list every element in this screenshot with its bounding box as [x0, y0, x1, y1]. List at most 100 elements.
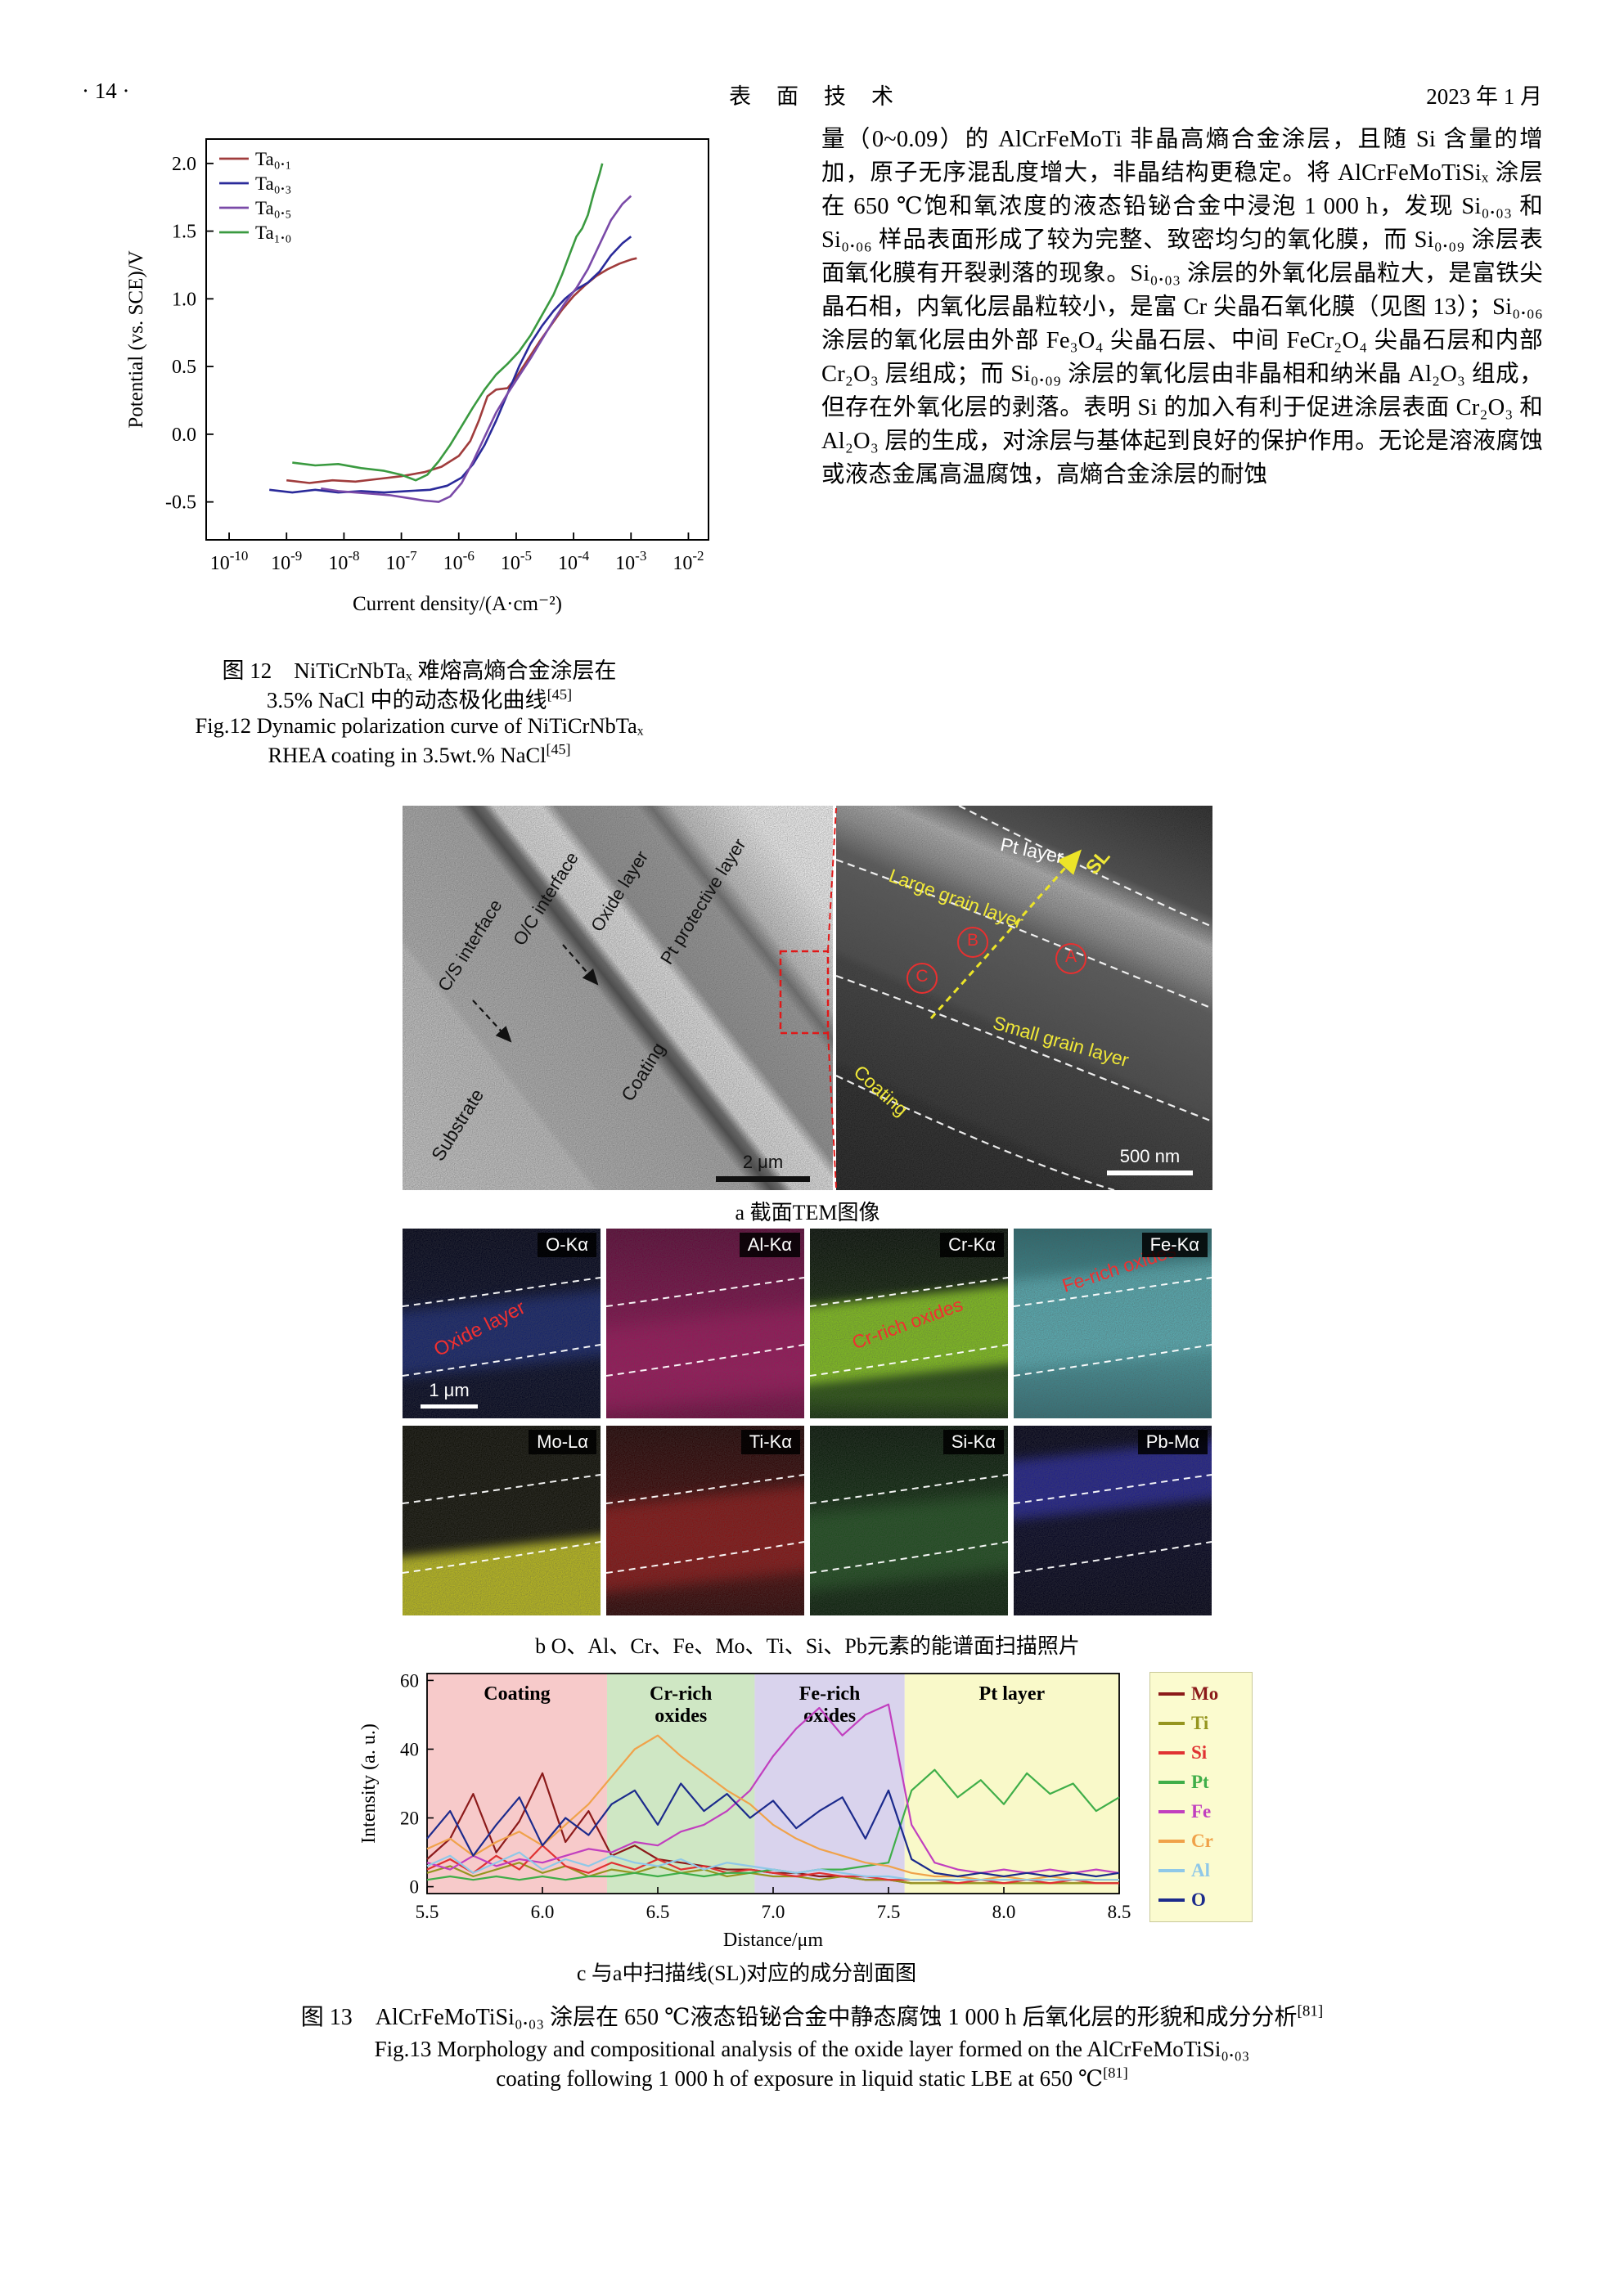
- label-coating: Coating: [617, 1038, 670, 1105]
- svg-text:-0.5: -0.5: [165, 492, 196, 514]
- fig13-caption-en-2: coating following 1 000 h of exposure in…: [496, 2065, 1128, 2091]
- eds-map-fe: Fe-rich oxides Fe-Kα: [1014, 1229, 1212, 1418]
- svg-text:10-4: 10-4: [558, 548, 590, 574]
- caption-panel-b: b O、Al、Cr、Fe、Mo、Ti、Si、Pb元素的能谱面扫描照片: [535, 1634, 1080, 1658]
- oxide-band: [606, 1305, 804, 1413]
- svg-text:Ta₀.₁: Ta₀.₁: [255, 149, 291, 169]
- noise-texture: [836, 806, 1212, 1190]
- oxide-band: [606, 1483, 804, 1594]
- tem-right-annotations: [836, 806, 1212, 1190]
- svg-text:0.5: 0.5: [172, 357, 196, 378]
- legend-item-O: O: [1158, 1889, 1244, 1912]
- svg-text:40: 40: [400, 1739, 419, 1759]
- svg-text:1.0: 1.0: [172, 289, 196, 310]
- caption-panel-c: c 与a中扫描线(SL)对应的成分剖面图: [576, 1961, 917, 1985]
- legend-item-Al: Al: [1158, 1859, 1244, 1882]
- fig13-panel-c: Coating Cr-rich oxides Fe-rich oxides Pt laye…: [352, 1660, 1253, 1951]
- label-large-grain-layer: Large grain layer: [886, 865, 1027, 933]
- svg-text:Potential (vs. SCE)/V: Potential (vs. SCE)/V: [125, 250, 147, 428]
- label-small-grain-layer: Small grain layer: [990, 1012, 1131, 1072]
- svg-text:10-9: 10-9: [271, 548, 302, 574]
- svg-text:6.0: 6.0: [531, 1902, 555, 1922]
- label-oc-interface: O/C interface: [509, 848, 583, 950]
- eds-label-o: O-Kα: [538, 1233, 596, 1257]
- svg-text:60: 60: [400, 1670, 419, 1691]
- oxide-band: [810, 1491, 1008, 1593]
- marker-a: A: [1055, 943, 1086, 974]
- svg-text:7.0: 7.0: [762, 1902, 785, 1922]
- body-paragraph: 量（0~0.09）的 AlCrFeMoTi 非晶高熵合金涂层，且随 Si 含量的…: [821, 127, 1543, 488]
- svg-text:10-8: 10-8: [328, 548, 359, 574]
- oxide-band: [403, 1287, 601, 1379]
- label-pt-layer: Pt layer: [998, 833, 1066, 868]
- svg-text:oxides: oxides: [655, 1705, 707, 1727]
- fig13-panel-a: Substrate Coating C/S interface O/C inte…: [403, 806, 1212, 1190]
- chart-legend: Mo Ti Si Pt Fe Cr Al O: [1149, 1672, 1253, 1922]
- svg-text:Pt layer: Pt layer: [979, 1683, 1046, 1705]
- eds-label-fe: Fe-Kα: [1141, 1233, 1208, 1257]
- eds-label-ti: Ti-Kα: [740, 1430, 800, 1454]
- eds-label-mo: Mo-Lα: [529, 1430, 596, 1454]
- svg-text:10-6: 10-6: [443, 548, 475, 574]
- svg-text:Distance/μm: Distance/μm: [723, 1930, 824, 1951]
- noise-texture: [403, 806, 833, 1190]
- fig12-caption-cn-2: 3.5% NaCl 中的动态极化曲线[45]: [266, 686, 573, 712]
- svg-text:Ta₀.₃: Ta₀.₃: [255, 173, 291, 194]
- fig12-caption-cn-1: 图 12 NiTiCrNbTaₓ 难熔高熵合金涂层在: [222, 658, 617, 683]
- svg-text:Ta₀.₅: Ta₀.₅: [255, 198, 291, 218]
- label-coating-zoom: Coating: [849, 1061, 912, 1121]
- eds-label-al: Al-Kα: [739, 1233, 800, 1257]
- eds-map-ti: Ti-Kα: [606, 1426, 804, 1615]
- svg-text:10-3: 10-3: [615, 548, 646, 574]
- svg-text:5.5: 5.5: [416, 1902, 439, 1922]
- scale-bar-1um: 1 μm: [421, 1380, 478, 1409]
- svg-text:6.5: 6.5: [646, 1902, 670, 1922]
- label-cs-interface: C/S interface: [434, 896, 506, 995]
- eds-label-cr: Cr-Kα: [940, 1233, 1004, 1257]
- noise-texture: [836, 806, 1212, 1190]
- scale-bar-500nm: 500 nm: [1107, 1146, 1193, 1175]
- svg-text:8.0: 8.0: [992, 1902, 1016, 1922]
- svg-text:10-2: 10-2: [673, 548, 704, 574]
- label-substrate: Substrate: [427, 1085, 488, 1165]
- header-date: 2023 年 1 月: [1426, 84, 1542, 109]
- legend-item-Mo: Mo: [1158, 1683, 1244, 1705]
- eds-map-mo: Mo-Lα: [403, 1426, 601, 1615]
- svg-text:10-7: 10-7: [385, 548, 417, 574]
- caption-panel-a: a 截面TEM图像: [735, 1201, 880, 1224]
- eds-map-si: Si-Kα: [810, 1426, 1008, 1615]
- svg-text:Fe-rich: Fe-rich: [799, 1683, 861, 1705]
- legend-item-Si: Si: [1158, 1741, 1244, 1764]
- svg-text:7.5: 7.5: [877, 1902, 901, 1922]
- svg-text:1.5: 1.5: [172, 222, 196, 243]
- svg-text:Ta₁.₀: Ta₁.₀: [255, 222, 291, 243]
- svg-text:0: 0: [410, 1877, 420, 1898]
- legend-item-Pt: Pt: [1158, 1771, 1244, 1794]
- fig13-caption-cn: 图 13 AlCrFeMoTiSi₀.₀₃ 涂层在 650 ℃液态铅铋合金中静态…: [300, 2002, 1324, 2030]
- svg-text:Coating: Coating: [484, 1683, 550, 1705]
- eds-map-o: Oxide layer O-Kα 1 μm: [403, 1229, 601, 1418]
- marker-b: B: [957, 927, 988, 958]
- svg-text:Current density/(A·cm⁻²): Current density/(A·cm⁻²): [353, 593, 562, 615]
- fig12-caption-en-1: Fig.12 Dynamic polarization curve of NiT…: [195, 713, 644, 738]
- svg-text:0.0: 0.0: [172, 425, 196, 446]
- svg-text:10-10: 10-10: [210, 548, 249, 574]
- tem-cross-section-image: Substrate Coating C/S interface O/C inte…: [403, 806, 833, 1190]
- journal-title: 表 面 技 术: [729, 84, 895, 109]
- eds-label-pb: Pb-Mα: [1137, 1430, 1208, 1454]
- tem-zoom-image: Coating Small grain layer Large grain la…: [836, 806, 1212, 1190]
- eds-map-cr: Cr-rich oxides Cr-Kα: [810, 1229, 1008, 1418]
- noise-texture: [403, 806, 833, 1190]
- svg-text:Cr-rich: Cr-rich: [650, 1683, 712, 1705]
- eds-map-grid: Oxide layer O-Kα 1 μm Al-Kα Cr-rich oxid…: [403, 1229, 1212, 1615]
- scale-bar-2um: 2 μm: [716, 1152, 810, 1182]
- marker-c: C: [906, 963, 938, 994]
- fig12-caption-en-2: RHEA coating in 3.5wt.% NaCl[45]: [268, 741, 571, 767]
- svg-text:10-5: 10-5: [501, 548, 532, 574]
- svg-text:20: 20: [400, 1808, 419, 1829]
- svg-text:2.0: 2.0: [172, 154, 196, 175]
- label-pt-protective-layer: Pt protective layer: [656, 834, 750, 968]
- fig12-polarization-chart: 10-10 10-9 10-8 10-7 10-6 10-5 10-4 10-3 10-2 2.0…: [125, 138, 709, 615]
